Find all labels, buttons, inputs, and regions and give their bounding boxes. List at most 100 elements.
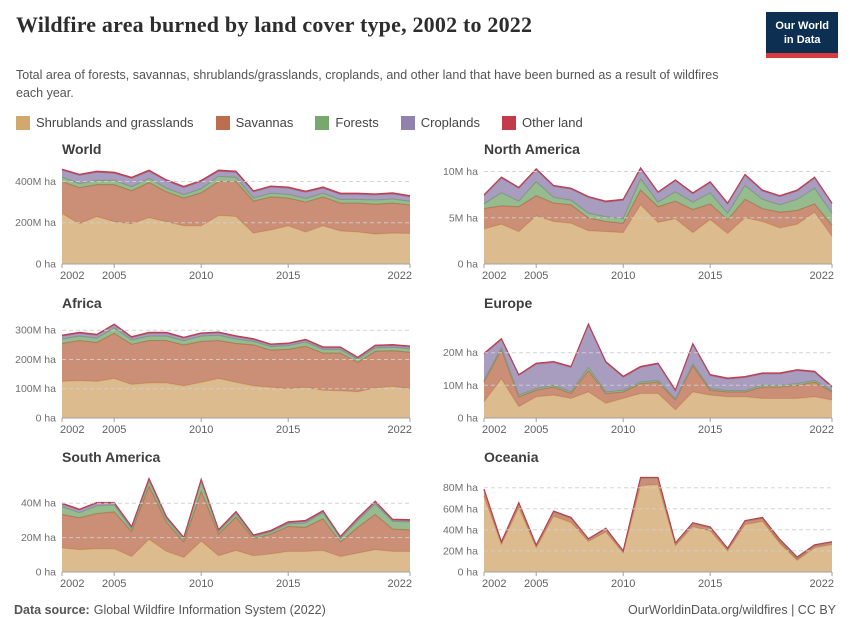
page-title: Wildfire area burned by land cover type,… [16,12,533,37]
owid-logo: Our World in Data [766,12,838,58]
data-source-value: Global Wildfire Information System (2022… [93,603,326,617]
credit-text: OurWorldinData.org/wildfires | CC BY [628,603,836,617]
area-chart-south-america: 0 ha 20M ha 40M ha 2002 2005 2010 2015 2022 [12,468,416,594]
svg-text:2005: 2005 [524,424,548,436]
chart-title-world: World [62,141,102,158]
chart-panel-africa: Africa 0 ha 100M ha 200M ha 300M ha 2002 2005… [12,286,416,440]
legend-label-other-land: Other land [522,115,583,131]
svg-text:60M ha: 60M ha [443,503,478,515]
area-chart-svg: 0 ha 5M ha 10M ha 2002 2005 2010 2015 2022 [443,166,834,282]
svg-text:20M ha: 20M ha [443,545,478,557]
svg-text:2010: 2010 [611,578,635,590]
svg-text:2005: 2005 [102,424,126,436]
page-header: Wildfire area burned by land cover type,… [12,10,838,58]
page-footer: Data source: Global Wildfire Information … [12,603,838,617]
chart-panel-world: World 0 ha 200M ha 400M ha 2002 2005 2010 2015… [12,132,416,286]
svg-text:2015: 2015 [276,424,300,436]
data-source-label: Data source: [14,603,90,617]
svg-text:0 ha: 0 ha [36,413,57,425]
svg-text:2015: 2015 [698,578,722,590]
svg-text:2022: 2022 [810,270,834,282]
svg-text:2022: 2022 [810,424,834,436]
svg-text:20M ha: 20M ha [443,347,478,359]
owid-logo-line2: in Data [783,34,821,47]
chart-title-europe: Europe [484,295,533,312]
legend: Shrublands and grasslands Savannas Fores… [16,115,838,130]
svg-text:2002: 2002 [60,578,84,590]
area-chart-africa: 0 ha 100M ha 200M ha 300M ha 2002 2005 2010 201… [12,314,416,440]
area-chart-oceania: 0 ha 20M ha 40M ha 60M ha 80M ha 2002 2005 2010… [434,468,838,594]
svg-text:2010: 2010 [611,424,635,436]
area-chart-europe: 0 ha 10M ha 20M ha 2002 2005 2010 2015 2022 [434,314,838,440]
svg-text:2002: 2002 [60,424,84,436]
svg-text:0 ha: 0 ha [458,567,479,579]
legend-item-croplands: Croplands [400,115,480,131]
chart-panel-oceania: Oceania 0 ha 20M ha 40M ha 60M ha 80M ha 2002… [434,440,838,594]
svg-text:40M ha: 40M ha [21,498,56,510]
svg-text:5M ha: 5M ha [449,212,478,224]
svg-text:0 ha: 0 ha [36,567,57,579]
chart-title-africa: Africa [62,295,102,312]
svg-text:2015: 2015 [276,270,300,282]
svg-text:300M ha: 300M ha [15,325,56,337]
legend-label-forests: Forests [335,115,379,131]
svg-text:2010: 2010 [189,270,213,282]
legend-item-savannas: Savannas [215,115,294,131]
svg-text:10M ha: 10M ha [443,166,478,178]
owid-logo-line1: Our World [775,20,829,32]
area-chart-svg: 0 ha 200M ha 400M ha 2002 2005 2010 2015 2022 [15,168,412,282]
chart-subtitle: Total area of forests, savannas, shrubla… [16,67,719,101]
svg-text:200M ha: 200M ha [15,217,56,229]
svg-text:2015: 2015 [698,424,722,436]
charts-grid: World 0 ha 200M ha 400M ha 2002 2005 2010 2015… [12,132,838,594]
legend-swatch-shrublands-icon [16,115,30,130]
area-chart-svg: 0 ha 20M ha 40M ha 60M ha 80M ha 2002 2005 2010… [443,476,834,590]
svg-text:2002: 2002 [482,270,506,282]
svg-text:2005: 2005 [102,578,126,590]
chart-panel-europe: Europe 0 ha 10M ha 20M ha 2002 2005 2010 2015 2… [434,286,838,440]
svg-text:100M ha: 100M ha [15,383,56,395]
chart-title-south-america: South America [62,449,161,466]
legend-swatch-croplands-icon [400,115,415,130]
svg-text:2015: 2015 [698,270,722,282]
svg-text:2022: 2022 [810,578,834,590]
svg-text:2002: 2002 [482,424,506,436]
svg-text:0 ha: 0 ha [36,259,57,271]
area-chart-svg: 0 ha 20M ha 40M ha 2002 2005 2010 2015 2022 [21,476,412,590]
chart-title-north-america: North America [484,141,580,158]
svg-text:10M ha: 10M ha [443,380,478,392]
svg-text:2005: 2005 [102,270,126,282]
svg-text:2005: 2005 [524,270,548,282]
svg-text:20M ha: 20M ha [21,532,56,544]
chart-panel-north-america: North America 0 ha 5M ha 10M ha 2002 2005 201… [434,132,838,286]
area-chart-north-america: 0 ha 5M ha 10M ha 2002 2005 2010 2015 2022 [434,160,838,286]
svg-text:0 ha: 0 ha [458,413,479,425]
svg-text:2010: 2010 [611,270,635,282]
area-chart-svg: 0 ha 10M ha 20M ha 2002 2005 2010 2015 2022 [443,322,834,436]
svg-text:40M ha: 40M ha [443,524,478,536]
legend-label-shrublands: Shrublands and grasslands [36,115,194,131]
legend-item-shrublands: Shrublands and grasslands [16,115,194,130]
legend-swatch-savannas-icon [215,115,230,130]
svg-text:2022: 2022 [388,270,412,282]
area-chart-svg: 0 ha 100M ha 200M ha 300M ha 2002 2005 2010 201… [15,323,412,436]
legend-item-forests: Forests [315,115,379,131]
svg-text:200M ha: 200M ha [15,354,56,366]
svg-text:2015: 2015 [276,578,300,590]
svg-text:2022: 2022 [388,578,412,590]
svg-text:80M ha: 80M ha [443,482,478,494]
chart-title-oceania: Oceania [484,449,539,466]
legend-swatch-forests-icon [315,115,330,130]
svg-text:0 ha: 0 ha [458,259,479,271]
svg-text:2002: 2002 [482,578,506,590]
svg-text:2005: 2005 [524,578,548,590]
legend-label-savannas: Savannas [235,115,294,131]
svg-text:2010: 2010 [189,424,213,436]
svg-text:400M ha: 400M ha [15,176,56,188]
chart-panel-south-america: South America 0 ha 20M ha 40M ha 2002 2005 20… [12,440,416,594]
svg-text:2002: 2002 [60,270,84,282]
legend-label-croplands: Croplands [420,115,480,131]
legend-item-other-land: Other land [502,115,583,130]
svg-text:2010: 2010 [189,578,213,590]
area-chart-world: 0 ha 200M ha 400M ha 2002 2005 2010 2015 2022 [12,160,416,286]
